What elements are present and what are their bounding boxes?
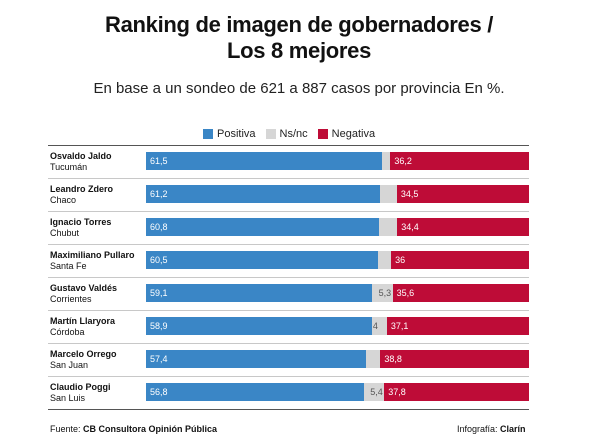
data-label-positiva: 58,9: [150, 321, 168, 331]
row-province: Córdoba: [50, 327, 85, 337]
bar-negativa: [391, 251, 529, 269]
row-divider: [48, 310, 529, 311]
data-label-negativa: 37,8: [388, 387, 406, 397]
row-province: Corrientes: [50, 294, 92, 304]
data-label-negativa: 35,6: [396, 288, 415, 298]
legend-item-nsnc: Ns/nc: [265, 128, 308, 140]
row-name: Osvaldo Jaldo: [50, 151, 112, 161]
bar-nsnc: [377, 251, 392, 269]
data-label-nsnc: 5,3: [378, 288, 392, 298]
data-label-positiva: 61,5: [150, 156, 168, 166]
footer-credit-name: Clarín: [500, 424, 526, 434]
bar-nsnc: [371, 317, 387, 335]
bar-positiva: [146, 152, 382, 170]
row-name: Gustavo Valdés: [50, 283, 118, 293]
data-label-negativa: 37,1: [390, 321, 409, 331]
bar-negativa: [396, 185, 529, 203]
data-label-nsnc: 4: [372, 321, 378, 331]
data-label-positiva: 61,2: [150, 189, 168, 199]
row-name: Martín Llaryora: [50, 316, 116, 326]
legend-label-negativa: Negativa: [331, 128, 376, 140]
footer-credit: Infografía: Clarín: [457, 424, 526, 434]
chart-legend: Positiva Ns/nc Negativa: [203, 127, 385, 141]
legend-swatch-negativa: [317, 129, 328, 139]
row-divider: [48, 178, 529, 179]
row-name: Maximiliano Pullaro: [50, 250, 135, 260]
data-label-negativa: 34,4: [401, 222, 419, 232]
row-province: Santa Fe: [50, 261, 87, 271]
row-province: Chubut: [50, 228, 80, 238]
data-label-negativa: 34,5: [400, 189, 419, 199]
legend-swatch-nsnc: [265, 129, 276, 139]
footer-credit-prefix: Infografía:: [457, 424, 498, 434]
data-label-negativa: 38,8: [384, 354, 402, 364]
data-label-nsnc: 5,4: [370, 387, 383, 397]
legend-label-positiva: Positiva: [217, 128, 256, 140]
chart-subtitle: En base a un sondeo de 621 a 887 casos p…: [93, 80, 505, 97]
chart-title-line-1: Ranking de imagen de gobernadores /: [104, 12, 494, 37]
bar-negativa: [380, 350, 529, 368]
row-name: Marcelo Orrego: [50, 349, 117, 359]
bar-positiva: [146, 383, 364, 401]
data-label-negativa: 36: [395, 255, 406, 265]
footer-source: Fuente: CB Consultora Opinión Pública: [50, 424, 217, 434]
legend-label-nsnc: Ns/nc: [279, 128, 308, 140]
bar-positiva: [146, 185, 381, 203]
row-divider: [48, 376, 529, 377]
row-province: Tucumán: [50, 162, 88, 172]
bar-positiva: [146, 317, 372, 335]
data-label-negativa: 36,2: [394, 156, 412, 166]
chart-title-line-2: Los 8 mejores: [226, 38, 372, 63]
legend-swatch-positiva: [203, 129, 213, 139]
data-label-positiva: 57,4: [150, 354, 168, 364]
bar-negativa: [397, 218, 529, 236]
row-divider: [48, 244, 529, 245]
bar-positiva: [146, 284, 373, 302]
bar-nsnc: [372, 284, 393, 302]
row-province: Chaco: [50, 195, 77, 205]
legend-item-positiva: Positiva: [203, 128, 256, 140]
row-divider: [48, 409, 529, 410]
row-province: San Luis: [50, 393, 86, 403]
bar-negativa: [390, 152, 529, 170]
row-name: Claudio Poggi: [50, 382, 111, 392]
bar-positiva: [146, 251, 378, 269]
row-divider: [48, 343, 529, 344]
data-label-positiva: 60,5: [150, 255, 168, 265]
chart-title: Ranking de imagen de gobernadores / Los …: [0, 12, 598, 64]
row-divider: [48, 211, 529, 212]
top-rule: [48, 145, 529, 146]
bar-negativa: [392, 284, 529, 302]
row-province: San Juan: [50, 360, 89, 370]
footer-source-prefix: Fuente:: [50, 424, 81, 434]
bar-nsnc: [363, 383, 385, 401]
footer-source-name: CB Consultora Opinión Pública: [83, 424, 218, 434]
bar-nsnc: [381, 152, 391, 170]
data-label-positiva: 60,8: [150, 222, 168, 232]
bar-positiva: [146, 350, 366, 368]
bar-nsnc: [365, 350, 381, 368]
row-divider: [48, 277, 529, 278]
bar-nsnc: [380, 185, 397, 203]
legend-item-negativa: Negativa: [317, 128, 376, 140]
row-name: Leandro Zdero: [50, 184, 114, 194]
data-label-positiva: 56,8: [150, 387, 168, 397]
data-label-positiva: 59,1: [150, 288, 168, 298]
bar-negativa: [384, 383, 529, 401]
bar-negativa: [386, 317, 529, 335]
row-name: Ignacio Torres: [50, 217, 112, 227]
bar-nsnc: [378, 218, 398, 236]
bar-positiva: [146, 218, 379, 236]
